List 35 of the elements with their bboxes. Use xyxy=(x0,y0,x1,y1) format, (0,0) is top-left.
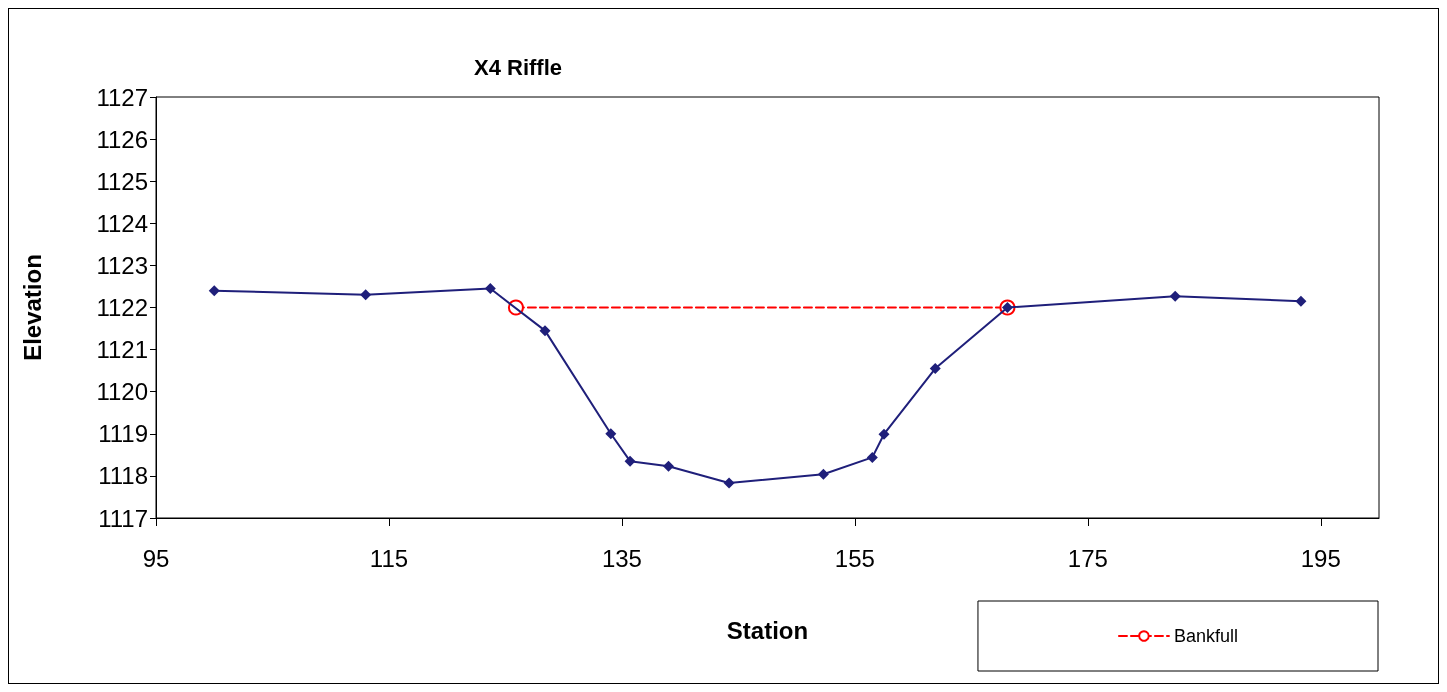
point xyxy=(866,451,878,463)
x-tick-label: 195 xyxy=(1300,544,1341,572)
y-tick-label: 1119 xyxy=(98,420,148,448)
point xyxy=(208,285,220,297)
point xyxy=(605,428,617,440)
legend-label: Bankfull xyxy=(1173,626,1239,646)
y-tick-label: 1117 xyxy=(98,504,148,532)
chart-title: X4 Riffle xyxy=(474,54,563,80)
y-tick-label: 1123 xyxy=(96,251,148,279)
y-tick-label: 1121 xyxy=(96,336,148,364)
y-tick-label: 1122 xyxy=(96,294,148,321)
point xyxy=(817,468,829,480)
point xyxy=(624,455,636,467)
x-tick-label: 155 xyxy=(834,544,875,572)
y-tick-label: 1125 xyxy=(96,167,148,195)
point xyxy=(1169,290,1181,302)
x-tick-label: 135 xyxy=(601,544,642,572)
y-tick-label: 1118 xyxy=(98,462,148,490)
x-tick-label: 115 xyxy=(369,544,409,572)
point xyxy=(539,325,551,337)
y-tick-label: 1126 xyxy=(96,125,148,153)
point xyxy=(484,283,496,295)
point xyxy=(878,428,890,440)
x-axis-title: Station xyxy=(726,616,809,644)
point xyxy=(1295,295,1307,307)
y-tick-label: 1127 xyxy=(96,83,148,111)
point xyxy=(929,363,941,375)
point xyxy=(360,289,372,301)
point xyxy=(663,460,674,472)
y-tick-label: 1120 xyxy=(96,378,148,406)
x-tick-label: 175 xyxy=(1067,544,1108,572)
y-tick-label: 1124 xyxy=(96,209,148,237)
x-tick-label: 95 xyxy=(142,544,170,572)
y-axis-title: Elevation xyxy=(18,254,46,361)
point xyxy=(723,477,735,489)
